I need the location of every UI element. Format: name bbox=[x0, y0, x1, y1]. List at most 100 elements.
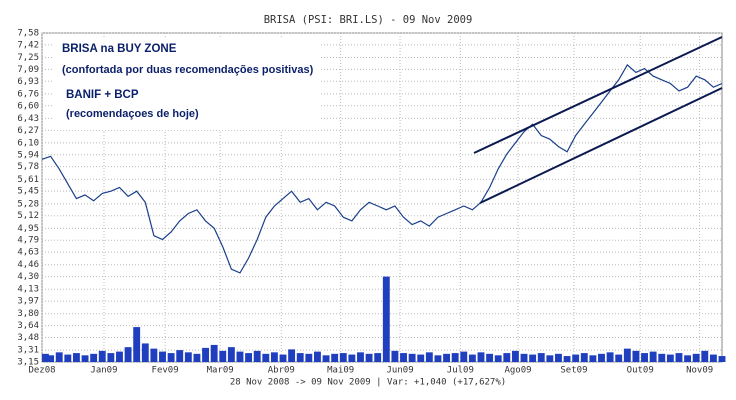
volume-bar bbox=[116, 351, 123, 362]
x-tick-label: Jun09 bbox=[387, 366, 414, 376]
volume-bar bbox=[666, 354, 674, 362]
volume-bar bbox=[107, 353, 115, 362]
annotation: (recomendaçoes de hoje) bbox=[66, 108, 199, 120]
volume-bar bbox=[580, 353, 588, 362]
volume-bar bbox=[675, 353, 683, 362]
volume-bar bbox=[425, 352, 433, 362]
y-tick-label: 4,63 bbox=[17, 248, 39, 258]
volume-bar bbox=[184, 352, 192, 362]
y-tick-label: 6,43 bbox=[17, 114, 39, 124]
volume-bar bbox=[641, 353, 648, 362]
volume-bar bbox=[42, 353, 49, 362]
volume-bar bbox=[632, 350, 640, 362]
y-tick-label: 7,58 bbox=[17, 29, 39, 39]
volume-bar bbox=[598, 353, 605, 362]
y-tick-label: 5,45 bbox=[17, 187, 39, 197]
volume-bar bbox=[98, 350, 106, 362]
volume-bar bbox=[193, 353, 201, 362]
volume-bar bbox=[701, 350, 709, 362]
y-tick-label: 6,76 bbox=[17, 89, 39, 99]
volume-bar bbox=[658, 353, 666, 362]
volume-bar bbox=[417, 354, 425, 362]
x-tick-label: Nov09 bbox=[686, 366, 713, 376]
y-tick-label: 5,61 bbox=[17, 175, 39, 185]
trend-line bbox=[473, 36, 723, 154]
volume-bar bbox=[589, 355, 597, 362]
x-tick-label: Set09 bbox=[560, 366, 587, 376]
volume-bar bbox=[288, 349, 296, 362]
volume-bar bbox=[357, 352, 364, 362]
volume-bar bbox=[245, 353, 253, 362]
volume-bar bbox=[468, 354, 476, 362]
y-tick-label: 3,97 bbox=[17, 297, 39, 307]
volume-bar bbox=[322, 355, 330, 362]
volume-bar bbox=[400, 353, 407, 362]
annotation: BANIF + BCP bbox=[66, 89, 139, 101]
volume-bar bbox=[572, 354, 580, 362]
volume-bar bbox=[382, 276, 390, 362]
volume-bar bbox=[64, 354, 72, 362]
volume-bar bbox=[253, 350, 261, 362]
y-tick-label: 3,48 bbox=[17, 333, 39, 343]
volume-bar bbox=[486, 353, 494, 362]
volume-bar bbox=[718, 356, 726, 362]
volume-bar bbox=[511, 350, 519, 362]
volume-bar bbox=[494, 355, 502, 362]
chart-title: BRISA (PSI: BRI.LS) - 09 Nov 2009 bbox=[264, 14, 473, 26]
y-tick-label: 6,27 bbox=[17, 126, 39, 136]
y-tick-label: 5,94 bbox=[17, 150, 39, 160]
volume-bar bbox=[314, 351, 321, 362]
volume-bar bbox=[451, 353, 459, 362]
y-tick-label: 5,12 bbox=[17, 211, 39, 221]
volume-bar bbox=[270, 352, 278, 362]
volume-bar bbox=[47, 355, 55, 362]
x-tick-label: Mai09 bbox=[327, 366, 354, 376]
volume-bar bbox=[236, 351, 244, 362]
y-tick-label: 6,93 bbox=[17, 77, 39, 87]
volume-bar bbox=[443, 353, 450, 362]
y-tick-label: 7,25 bbox=[17, 53, 39, 63]
price-line bbox=[41, 63, 723, 274]
volume-bar bbox=[365, 353, 373, 362]
volume-bar bbox=[391, 350, 399, 362]
volume-bar bbox=[210, 344, 218, 362]
y-tick-label: 5,28 bbox=[17, 199, 39, 209]
y-tick-label: 4,46 bbox=[17, 260, 39, 270]
volume-bar bbox=[55, 352, 63, 362]
trend-line bbox=[479, 87, 723, 204]
volume-bar bbox=[124, 347, 132, 362]
volume-bar bbox=[167, 353, 175, 362]
x-tick-label: Dez08 bbox=[28, 366, 55, 376]
annotation: BRISA na BUY ZONE bbox=[62, 43, 177, 55]
y-tick-label: 7,42 bbox=[17, 40, 39, 50]
y-tick-label: 4,13 bbox=[17, 285, 39, 295]
volume-bar bbox=[408, 353, 416, 362]
chart-footer: 28 Nov 2008 -> 09 Nov 2009 | Var: +1,040… bbox=[230, 378, 506, 388]
volume-bar bbox=[684, 355, 692, 362]
volume-bar bbox=[159, 351, 166, 362]
y-tick-label: 3,64 bbox=[17, 321, 39, 331]
volume-bar bbox=[331, 353, 339, 362]
y-tick-label: 5,78 bbox=[17, 162, 39, 172]
volume-bar bbox=[141, 343, 149, 362]
volume-bar bbox=[150, 348, 158, 362]
volume-bar bbox=[520, 353, 528, 362]
volume-bar bbox=[133, 327, 141, 362]
volume-bar bbox=[615, 354, 623, 362]
y-tick-label: 4,79 bbox=[17, 236, 39, 246]
volume-bar bbox=[176, 350, 184, 362]
volume-bar bbox=[555, 353, 562, 362]
volume-bar bbox=[623, 348, 631, 362]
volume-bar bbox=[279, 354, 287, 362]
volume-bar bbox=[305, 353, 313, 362]
y-tick-label: 7,09 bbox=[17, 65, 39, 75]
volume-bar bbox=[339, 353, 347, 362]
volume-bar bbox=[537, 353, 545, 362]
x-tick-label: Mar09 bbox=[207, 366, 234, 376]
volume-bar bbox=[90, 353, 98, 362]
volume-bar bbox=[546, 355, 554, 362]
y-tick-label: 4,95 bbox=[17, 224, 39, 234]
volume-bar bbox=[219, 350, 227, 362]
x-tick-label: Jan09 bbox=[90, 366, 117, 376]
